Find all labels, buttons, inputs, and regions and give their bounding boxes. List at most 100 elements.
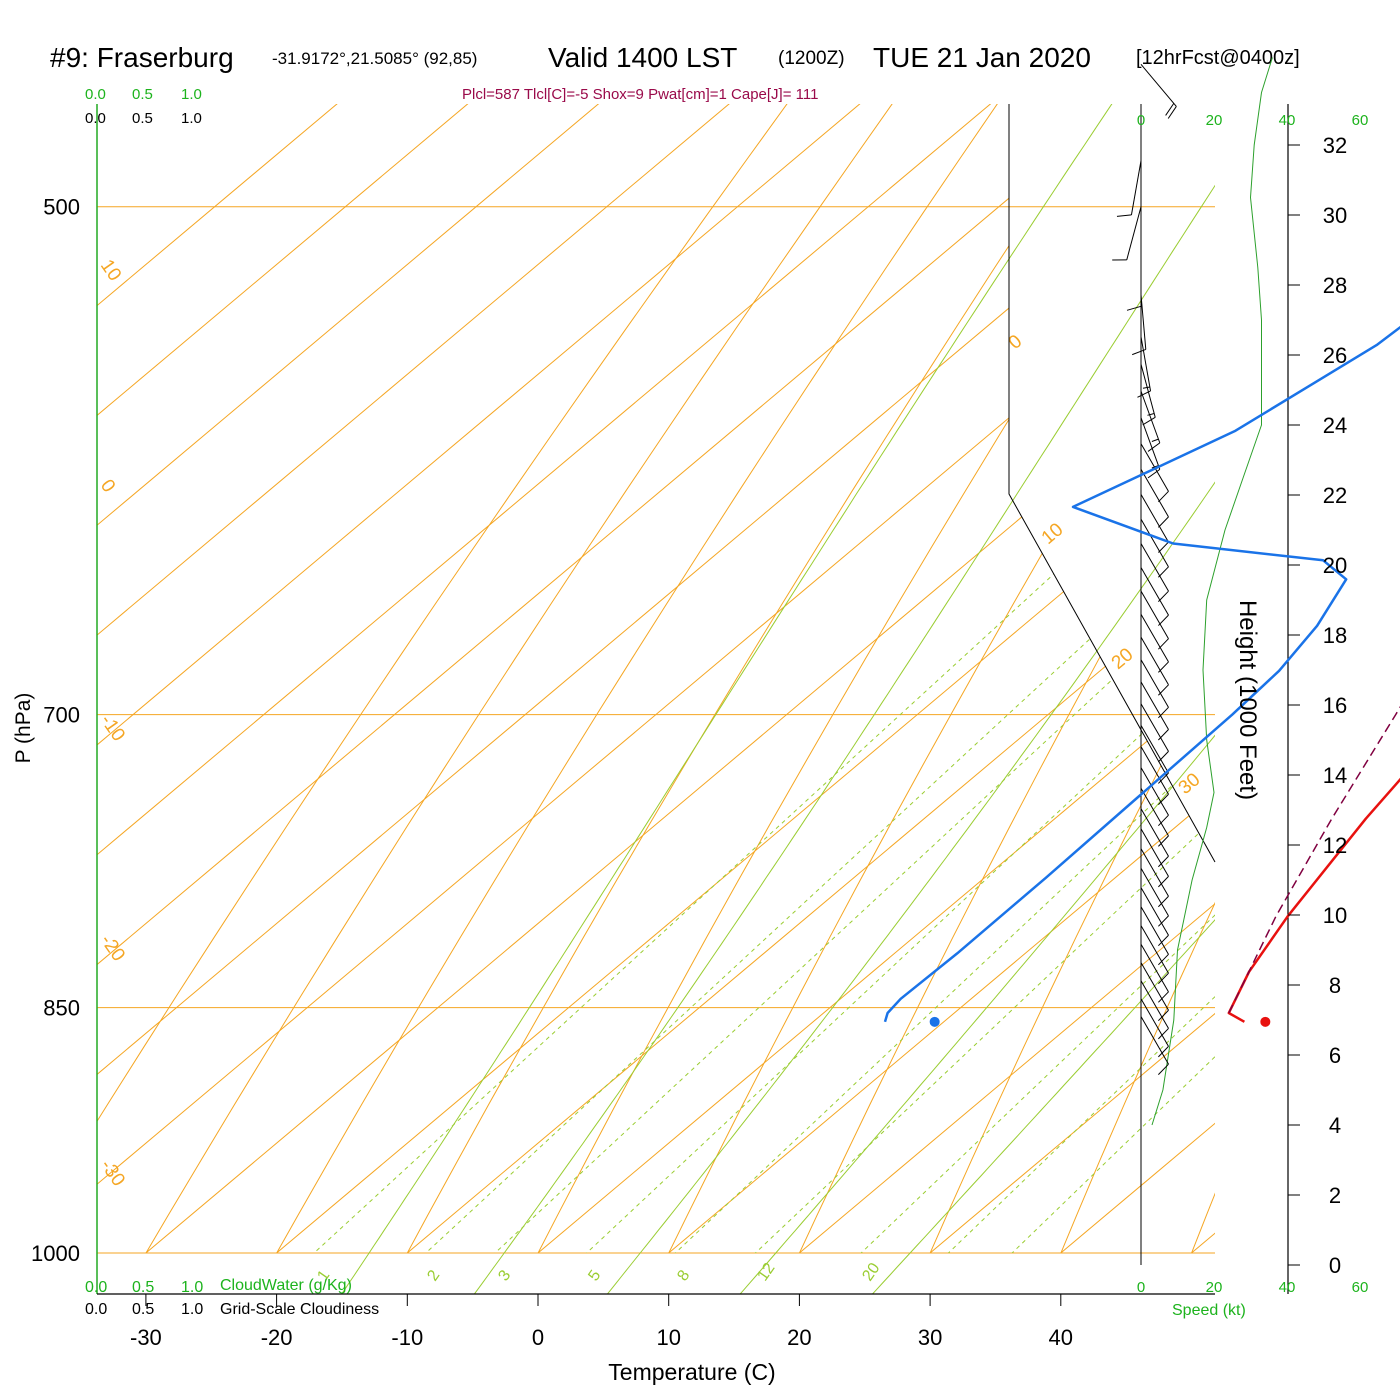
plot-frame	[96, 104, 1289, 1295]
wind-barb-shaft	[1140, 494, 1169, 543]
wind-barb-flag	[1126, 305, 1142, 311]
moist-adiabat-line	[739, 734, 1215, 1294]
wind-barb	[1140, 64, 1177, 119]
wind-barb-shaft	[1140, 906, 1169, 955]
x-tick-label: 30	[918, 1325, 942, 1350]
wind-barb	[1140, 808, 1169, 868]
wind-barb	[1140, 391, 1161, 452]
wind-barb	[1140, 659, 1169, 719]
wind-barb-flag	[1158, 793, 1169, 806]
wind-barb-shaft	[1140, 543, 1169, 592]
dry-adiabat-label: 0	[1005, 331, 1027, 354]
wind-barb-shaft	[1140, 787, 1169, 837]
bottom-black-tick: 0.5	[132, 1301, 154, 1318]
isotherm-line	[188, 104, 1215, 1253]
dry-adiabat-label: 30	[1175, 769, 1205, 799]
wind-barb-shaft	[1140, 364, 1156, 418]
wind-barb-shaft	[1140, 590, 1169, 639]
wind-barb-shaft	[1140, 943, 1169, 993]
station-coords: -31.9172°,21.5085° (92,85)	[272, 49, 477, 68]
moist-adiabat-lines	[341, 104, 1215, 1294]
height-tick-label: 16	[1323, 693, 1347, 718]
wind-barb	[1140, 518, 1169, 578]
wind-speed-bottom-tick: 20	[1206, 1279, 1223, 1296]
top-black-tick: 0.0	[85, 110, 106, 127]
wind-barb-shaft	[1140, 962, 1169, 1011]
wind-barb-shaft	[1140, 746, 1169, 795]
pressure-axis: 2503004005007008501000	[31, 195, 80, 1266]
mixing-ratio-label: 5	[585, 1267, 604, 1284]
wind-barb-flag	[1165, 103, 1175, 116]
height-tick-label: 2	[1329, 1183, 1341, 1208]
wind-speed-top-tick: 0	[1137, 112, 1145, 129]
x-tick-label: 10	[656, 1325, 680, 1350]
isotherm-line	[580, 104, 1215, 1253]
height-tick-label: 8	[1329, 973, 1341, 998]
wind-barb-shaft	[1140, 469, 1169, 518]
height-tick-label: 28	[1323, 273, 1347, 298]
cloudwater-label: CloudWater (g/Kg)	[220, 1277, 352, 1294]
mixing-ratio-line	[507, 104, 1215, 1253]
wind-barb	[1140, 906, 1169, 966]
wind-barb-shaft	[1130, 160, 1142, 215]
wind-barb-flag	[1137, 390, 1151, 398]
wind-barb-shaft	[1140, 294, 1147, 350]
top-green-tick: 1.0	[181, 86, 202, 103]
wind-barb	[1140, 746, 1169, 806]
wind-barb-flag	[1158, 934, 1169, 947]
wind-barb-flag	[1158, 541, 1169, 553]
mixing-ratio-label: 8	[674, 1267, 693, 1284]
wind-barb-shaft	[1140, 614, 1169, 663]
wind-barb-flag	[1158, 590, 1169, 602]
height-tick-label: 14	[1323, 763, 1347, 788]
dry-adiabat-line	[1030, 104, 1215, 1253]
wind-barb-shaft	[1140, 828, 1169, 877]
bottom-black-tick: 1.0	[181, 1301, 203, 1318]
isotherm-line	[450, 104, 1215, 1253]
height-tick-label: 26	[1323, 343, 1347, 368]
bottom-black-tick: 0.0	[85, 1301, 107, 1318]
height-tick-label: 12	[1323, 833, 1347, 858]
wind-barb	[1140, 364, 1156, 426]
moist-adiabat-line	[606, 481, 1215, 1294]
wind-speed-top-tick: 60	[1352, 112, 1369, 129]
wind-barb	[1132, 294, 1147, 356]
dry-adiabat-lines	[97, 104, 1215, 1253]
sounding-series	[883, 325, 1400, 1027]
x-tick-label: -20	[261, 1325, 293, 1350]
mixing-ratio-line	[596, 104, 1215, 1253]
wind-barb-flag	[1158, 1063, 1169, 1075]
wind-barb-shaft	[1140, 1016, 1169, 1065]
isotherm-line	[319, 104, 1215, 1253]
bottom-green-tick: 1.0	[181, 1279, 203, 1296]
wind-barb	[1140, 980, 1169, 1040]
wind-barb	[1140, 1016, 1169, 1075]
stability-indices: Plcl=587 Tlcl[C]=-5 Shox=9 Pwat[cm]=1 Ca…	[462, 86, 818, 103]
wind-barb-flag	[1158, 1028, 1169, 1040]
wind-barb-flag	[1158, 566, 1169, 578]
height-tick-label: 22	[1323, 483, 1347, 508]
wind-barb	[1140, 787, 1169, 847]
wind-barb-flag	[1158, 706, 1169, 719]
dry-adiabat-line	[1162, 104, 1215, 1253]
wind-speed-top-tick: 40	[1279, 112, 1296, 129]
dry-adiabat-label: 10	[1038, 519, 1068, 549]
wind-speed-top-tick: 20	[1206, 112, 1223, 129]
x-tick-label: 0	[532, 1325, 544, 1350]
wind-barb-shaft	[1140, 980, 1169, 1029]
wind-barb-shaft	[1140, 391, 1161, 444]
wind-barb-half-flag	[1151, 438, 1159, 442]
wind-barb	[1140, 590, 1169, 650]
wind-barb	[1140, 767, 1169, 827]
isotherm-label: -20	[96, 931, 129, 966]
wind-barb	[1140, 543, 1169, 602]
top-cloudwater-scale: 0.0 0.5 1.0	[85, 86, 202, 103]
x-tick-label: -30	[130, 1325, 162, 1350]
bottom-cloudwater-scale: 0.0 0.5 1.0 CloudWater (g/Kg)	[85, 1277, 352, 1296]
isotherm-label: 10	[96, 256, 125, 285]
wind-barb-shaft	[1140, 567, 1169, 616]
height-tick-label: 20	[1323, 553, 1347, 578]
bottom-green-tick: 0.0	[85, 1279, 107, 1296]
wind-barb-flag	[1147, 442, 1161, 452]
